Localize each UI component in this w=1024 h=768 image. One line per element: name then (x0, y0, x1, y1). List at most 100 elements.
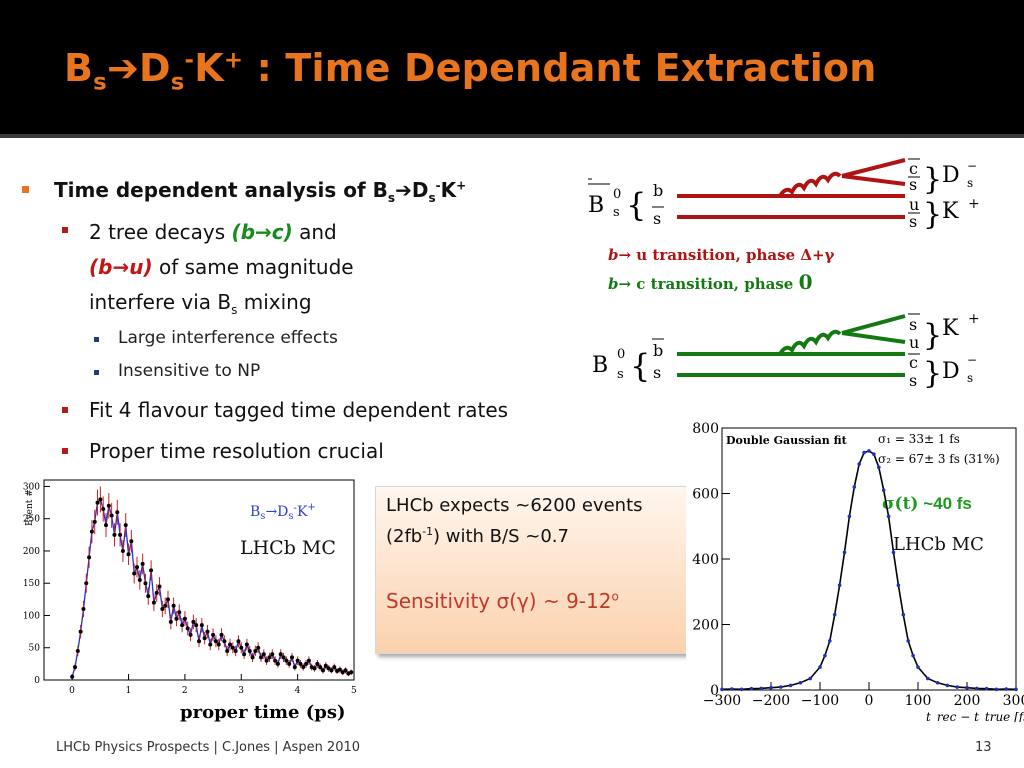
data-point (832, 612, 837, 617)
x-tick-label: −100 (801, 693, 839, 709)
resolution-chart: Double Gaussian fit σ₁ = 33± 1 fs σ₂ = 6… (692, 421, 1024, 724)
svg-text:−: − (967, 353, 977, 367)
top-ds-label: D (942, 163, 960, 188)
bullet-fit-rates: Fit 4 flavour tagged time dependent rate… (89, 398, 509, 422)
data-point (168, 619, 173, 624)
svg-text:s: s (909, 315, 917, 334)
svg-text:}: } (923, 162, 942, 197)
x-tick-label: 3 (238, 686, 244, 696)
svg-text:u: u (909, 333, 919, 352)
data-point (137, 578, 142, 582)
data-point (182, 616, 187, 621)
y-tick-label: 0 (34, 676, 40, 686)
y-tick-label: 200 (23, 547, 40, 557)
data-point (926, 676, 930, 681)
svg-text:s: s (617, 367, 624, 382)
resolution-plot: Double Gaussian fit σ₁ = 33± 1 fs σ₂ = 6… (686, 416, 1024, 724)
data-point (1014, 687, 1018, 692)
data-point (886, 514, 891, 519)
data-point (955, 685, 959, 689)
sigma2-label: σ₂ = 67± 3 fs (31%) (878, 452, 1000, 466)
data-point (1004, 687, 1008, 691)
data-point (808, 676, 812, 681)
bottom-w-boson (778, 329, 842, 356)
data-point (160, 607, 165, 612)
data-point (101, 507, 106, 512)
y-tick-label: 300 (23, 482, 40, 492)
data-point (112, 532, 117, 537)
fit-curve (71, 498, 352, 677)
data-point (823, 653, 827, 658)
svg-text:{: { (630, 347, 650, 385)
data-point (349, 670, 354, 675)
data-point (143, 581, 148, 586)
data-point (857, 462, 861, 466)
sigma-t-label: σ(t) ~40 fs (882, 494, 972, 514)
data-point (798, 680, 803, 685)
data-point (199, 623, 204, 628)
data-point (197, 639, 201, 644)
x-tick-label: 1 (126, 686, 132, 696)
top-quark-b: b (653, 181, 663, 200)
x-axis-label: proper time (ps) (180, 702, 346, 723)
data-point (208, 642, 213, 647)
data-point (233, 648, 238, 653)
data-point (230, 645, 235, 650)
bottom-ds-label: D (942, 359, 960, 384)
data-point (70, 674, 75, 679)
svg-text:s: s (909, 175, 917, 194)
data-point (106, 503, 111, 508)
slide-title: Bs➔Ds-K+ : Time Dependant Extraction (64, 46, 877, 96)
data-point (275, 661, 280, 666)
x-axis-label: t_rec − t_true [fs] (926, 710, 1024, 722)
data-point (228, 642, 232, 647)
data-point (78, 629, 83, 634)
data-point (273, 658, 278, 663)
data-point (852, 485, 857, 489)
data-point (340, 670, 345, 675)
x-tick-label: −300 (703, 693, 741, 709)
x-tick-label: 0 (865, 693, 874, 709)
y-tick-label: 400 (692, 552, 719, 568)
data-point (81, 607, 86, 612)
data-point (818, 665, 822, 669)
data-point (935, 680, 940, 685)
data-point (92, 519, 97, 524)
data-point (87, 555, 92, 560)
bullet-resolution: Proper time resolution crucial (89, 439, 384, 463)
data-point (321, 668, 325, 673)
data-point (847, 514, 852, 519)
data-point (315, 661, 320, 666)
data-point (118, 532, 123, 537)
data-point (916, 665, 920, 669)
data-point (256, 645, 261, 650)
data-point (123, 523, 128, 528)
data-point (278, 652, 283, 657)
title-bar: Bs➔Ds-K+ : Time Dependant Extraction (0, 0, 1024, 134)
svg-text:}: } (923, 197, 942, 232)
data-point (239, 645, 244, 650)
data-point (965, 685, 969, 690)
legend-label: Bs→Ds-K+ (250, 502, 316, 522)
svg-text:s: s (967, 371, 973, 385)
data-point (945, 683, 950, 688)
data-point (287, 661, 292, 666)
top-quark-s: s (653, 209, 661, 228)
bullet-insensitive: Insensitive to NP (118, 361, 261, 381)
data-point (247, 648, 252, 653)
data-point (205, 629, 210, 634)
svg-text:}: } (923, 356, 942, 391)
proper-time-chart: Event # proper time (ps) Bs→Ds-K+ LHCb M… (23, 479, 357, 723)
feynman-diagram: B 0 s { b s c s } D − s u s } K + b→ u t… (588, 158, 980, 391)
svg-text:+: + (968, 196, 980, 212)
data-point (157, 584, 162, 589)
data-point (89, 529, 94, 534)
sigma1-label: σ₁ = 33± 1 fs (878, 432, 960, 446)
data-point (304, 661, 309, 666)
svg-text:s: s (909, 212, 917, 231)
data-point (194, 623, 199, 628)
data-point (154, 590, 159, 595)
bullet-marker (94, 370, 99, 375)
data-point (146, 594, 151, 599)
top-w-boson (778, 171, 842, 198)
